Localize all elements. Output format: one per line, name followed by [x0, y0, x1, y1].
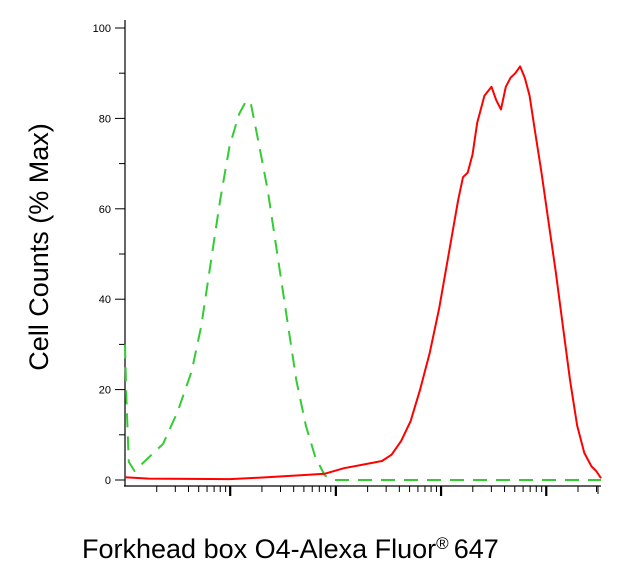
series-layer — [124, 65, 602, 481]
y-tick-label: 100 — [93, 23, 111, 35]
y-tick-label: 0 — [105, 475, 111, 487]
series-0-line — [124, 99, 601, 481]
series-1-line — [124, 65, 602, 481]
x-axis-title-superscript: ® — [436, 534, 449, 553]
x-axis-title-main: Forkhead box O4-Alexa Fluor — [82, 534, 436, 564]
axes: 0 20 40 60 80 100 — [93, 20, 601, 496]
y-tick-label: 60 — [99, 204, 111, 216]
y-tick-label: 20 — [99, 385, 111, 397]
y-tick-label: 80 — [99, 113, 111, 125]
x-axis-title: Forkhead box O4-Alexa Fluor® 647 — [82, 534, 499, 564]
y-axis-title: Cell Counts (% Max) — [24, 123, 54, 371]
y-tick-label: 40 — [99, 294, 111, 306]
x-axis-title-suffix: 647 — [454, 534, 499, 564]
